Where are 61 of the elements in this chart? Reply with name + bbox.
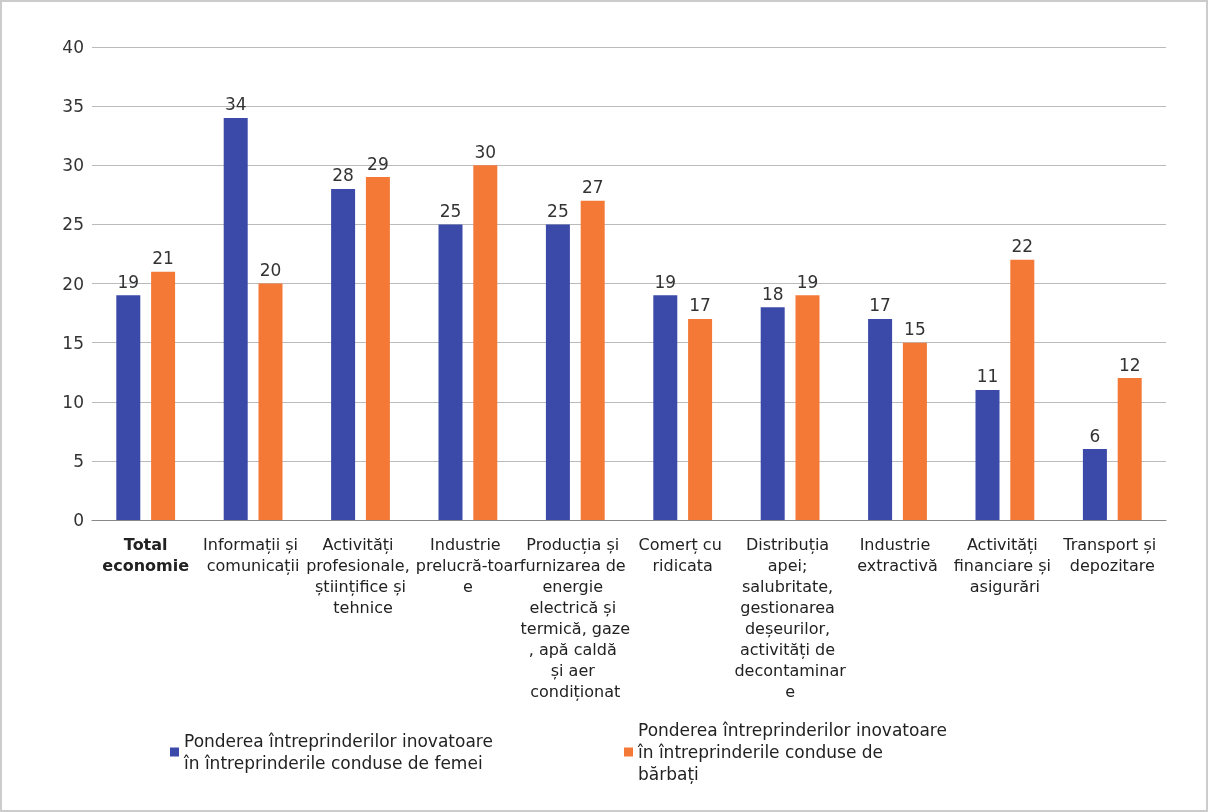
y-tick-label: 10 [62, 391, 84, 412]
y-tick-label: 30 [62, 155, 84, 176]
x-tick-label: Activități financiare și asigurări [953, 535, 1057, 596]
bar [116, 295, 141, 520]
data-label: 27 [581, 177, 604, 198]
bar [1010, 259, 1035, 520]
data-label: 6 [1089, 425, 1101, 446]
y-tick-label: 0 [73, 510, 84, 530]
x-tick-label: Industrie extractivă [857, 535, 938, 575]
y-tick-label: 25 [62, 214, 84, 235]
bar [902, 342, 927, 520]
x-tick-label: Industrie prelucră-toare [415, 535, 521, 596]
data-label: 25 [439, 200, 462, 221]
data-label: 25 [547, 200, 569, 221]
data-label: 29 [367, 153, 389, 174]
data-label: 22 [1011, 236, 1034, 257]
y-tick-label: 5 [73, 450, 84, 471]
x-tick-label: Transport și depozitare [1062, 535, 1162, 575]
bar [545, 224, 570, 520]
data-label: 20 [259, 260, 282, 280]
bar [151, 271, 176, 520]
legend-label: Ponderea întreprinderilor inovatoare în întreprinderile conduse de bărbați [637, 720, 953, 784]
y-tick-label: 15 [62, 332, 84, 353]
bar [473, 165, 498, 520]
data-label: 30 [474, 141, 497, 162]
x-tick-label: Total economie [102, 535, 190, 575]
bar [760, 307, 785, 520]
bar [975, 389, 1000, 520]
data-label: 15 [904, 319, 926, 340]
bar [868, 318, 893, 520]
bar [1117, 378, 1142, 520]
bar [1082, 449, 1107, 520]
bar [795, 295, 820, 520]
bar [223, 117, 248, 520]
legend-label: Ponderea întreprinderilor inovatoare în întreprinderile conduse de femei [183, 731, 499, 773]
x-tick-label: Activități profesionale, științifice și tehnice [306, 535, 415, 617]
bar [365, 177, 390, 520]
data-label: 17 [689, 295, 711, 316]
data-label: 28 [332, 165, 354, 186]
y-tick-label: 20 [62, 273, 84, 294]
bar [688, 318, 713, 520]
x-tick-label: Distribuția apei; salubritate, gestionarea deșeurilor, activități de decontaminare [734, 535, 847, 701]
data-label: 19 [796, 271, 819, 292]
y-tick-label: 35 [62, 96, 84, 117]
y-tick-label: 40 [62, 37, 84, 57]
data-label: 17 [869, 295, 891, 316]
data-label: 11 [976, 366, 999, 387]
bar [258, 283, 283, 520]
data-label: 18 [761, 283, 784, 304]
data-label: 21 [152, 248, 174, 269]
data-label: 19 [117, 271, 140, 292]
x-tick-label: Informații și comunicații [203, 535, 304, 575]
bar [653, 295, 678, 520]
data-label: 12 [1118, 354, 1141, 375]
bar [580, 200, 605, 520]
data-label: 19 [654, 271, 677, 292]
x-tick-label: Comerț cu ridicata [638, 535, 727, 575]
x-tick-label: Producția și furnizarea de energie electrică și termică, gaze, apă caldă și aer condiționat [519, 535, 631, 701]
bar [331, 188, 356, 520]
bar [438, 224, 463, 520]
data-label: 34 [224, 94, 247, 115]
